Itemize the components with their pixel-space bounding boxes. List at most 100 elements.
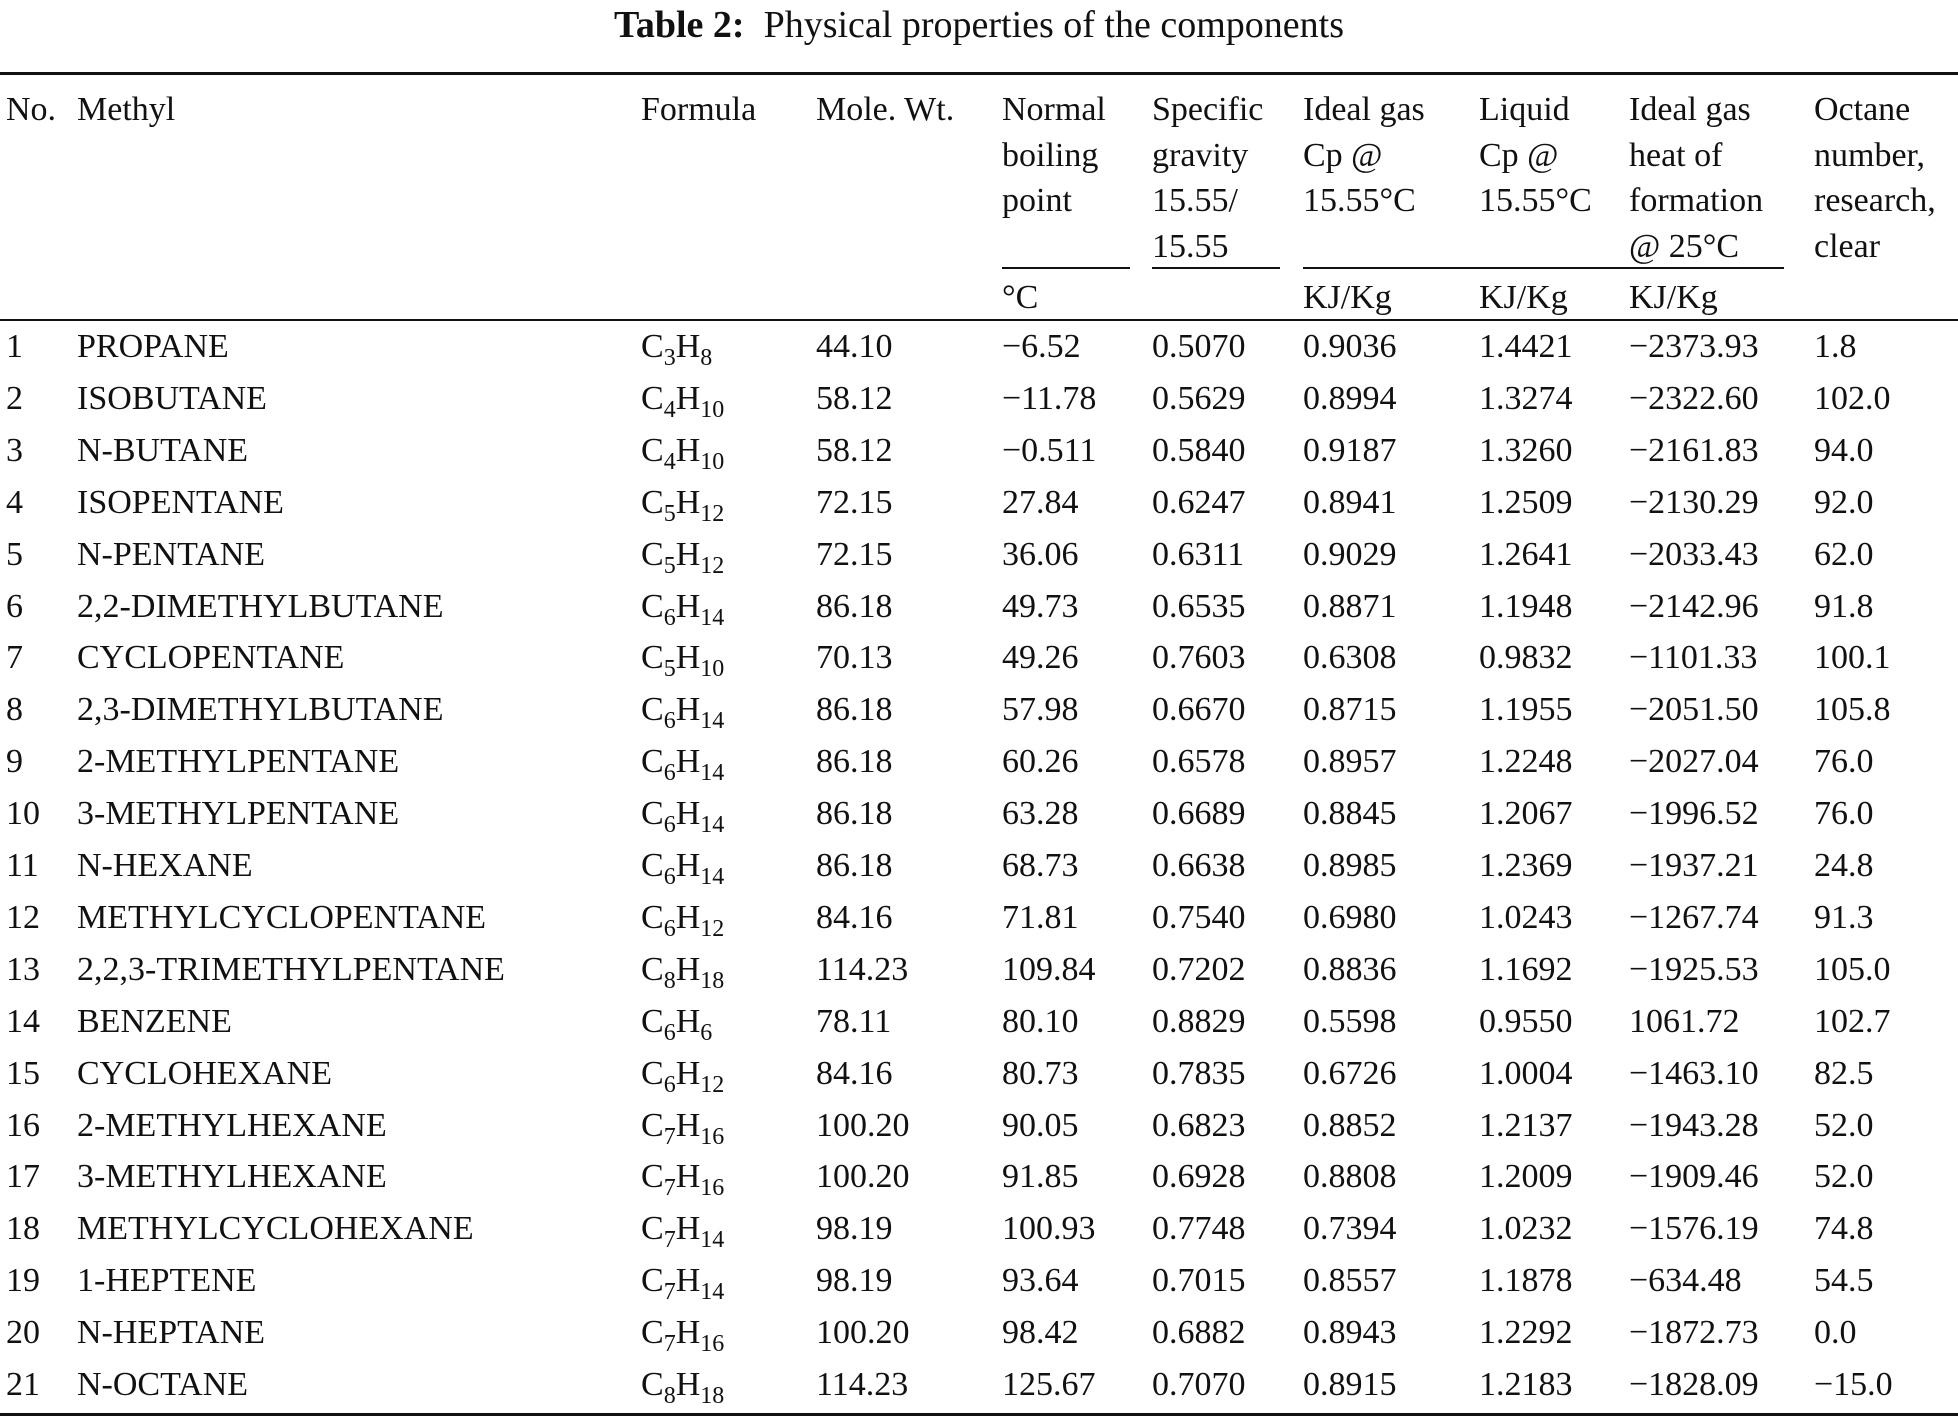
table-cell: 0.7202: [1152, 950, 1246, 988]
table-cell: 0.5598: [1303, 1002, 1397, 1040]
table-cell: 1.3260: [1479, 431, 1573, 469]
table-cell: 92.0: [1814, 483, 1874, 521]
table-cell: 71.81: [1002, 898, 1079, 936]
table-cell: 1.1692: [1479, 950, 1573, 988]
formula-element: C: [641, 950, 664, 988]
formula-subscript: 16: [700, 1123, 725, 1150]
formula-element: C: [641, 328, 664, 365]
formula-subscript: 18: [700, 1383, 725, 1409]
table-cell: 1.2369: [1479, 847, 1573, 884]
table-cell: 125.67: [1002, 1366, 1096, 1403]
compound-name: 2-METHYLPENTANE: [77, 743, 400, 781]
table-cell: 86.18: [816, 691, 893, 729]
table-cell: 1.0243: [1479, 898, 1573, 936]
formula-subscript: 10: [700, 396, 725, 423]
formula-element: H: [675, 379, 701, 417]
compound-name: 2-METHYLHEXANE: [77, 1106, 387, 1144]
table-cell: 1.0004: [1479, 1054, 1573, 1092]
table-cell: −15.0: [1814, 1366, 1893, 1403]
table-cell: 10: [6, 795, 40, 833]
table-cell: −1576.19: [1629, 1210, 1759, 1248]
table-cell: 2: [6, 379, 23, 417]
compound-name: ISOBUTANE: [77, 379, 267, 417]
table-cell: 86.18: [816, 795, 893, 833]
formula: C5H12: [641, 535, 724, 578]
compound-name: N-OCTANE: [77, 1366, 249, 1403]
table-cell: 0.8941: [1303, 483, 1397, 521]
column-header: formation: [1629, 182, 1764, 220]
table-cell: 100.20: [816, 1106, 910, 1144]
column-header: clear: [1814, 227, 1881, 265]
table-cell: 1.1878: [1479, 1262, 1573, 1300]
formula-element: H: [675, 950, 701, 988]
table-cell: 1061.72: [1629, 1002, 1740, 1040]
column-header: Octane: [1814, 91, 1911, 128]
table-cell: 0.6980: [1303, 898, 1397, 936]
table-cell: 90.05: [1002, 1106, 1079, 1144]
compound-name: 2,2,3-TRIMETHYLPENTANE: [77, 950, 505, 988]
formula-subscript: 8: [700, 345, 713, 371]
table-cell: 17: [6, 1158, 40, 1196]
column-header: gravity: [1152, 136, 1249, 174]
formula-subscript: 6: [663, 708, 676, 735]
table-cell: 76.0: [1814, 795, 1874, 833]
table-cell: 0.6823: [1152, 1106, 1246, 1144]
caption-label: Table 2:: [613, 4, 745, 46]
table-cell: 0.9832: [1479, 639, 1573, 677]
column-header: boiling: [1002, 136, 1099, 174]
formula-element: H: [675, 1314, 701, 1352]
formula: C5H12: [641, 483, 724, 526]
table-cell: 72.15: [816, 483, 893, 521]
unit-label: KJ/Kg: [1479, 279, 1568, 316]
table-cell: 1.2067: [1479, 795, 1573, 833]
compound-name: CYCLOHEXANE: [77, 1054, 332, 1092]
formula-subscript: 4: [663, 448, 676, 475]
table-cell: −2161.83: [1629, 431, 1759, 469]
formula-subscript: 4: [663, 396, 676, 423]
formula-element: H: [675, 587, 701, 625]
compound-name: 1-HEPTENE: [77, 1262, 257, 1300]
table-cell: 102.0: [1814, 379, 1891, 417]
table-caption: Table 2: Physical properties of the comp…: [0, 6, 1958, 44]
formula-element: C: [641, 795, 664, 833]
table-cell: −6.52: [1002, 328, 1081, 365]
table-cell: 0.8715: [1303, 691, 1397, 729]
formula-element: C: [641, 379, 664, 417]
table-cell: 8: [6, 691, 23, 729]
table-cell: 0.8915: [1303, 1366, 1397, 1403]
formula-element: H: [675, 483, 701, 521]
formula-element: H: [675, 1106, 701, 1144]
compound-name: N-HEXANE: [77, 847, 253, 884]
formula-subscript: 12: [700, 500, 725, 527]
column-header: No.: [6, 91, 57, 128]
formula: C7H14: [641, 1212, 724, 1253]
table-cell: 0.6689: [1152, 795, 1246, 833]
formula-subscript: 7: [663, 1279, 676, 1306]
table-cell: 44.10: [816, 328, 893, 365]
table-cell: −1872.73: [1629, 1314, 1759, 1352]
table-cell: 0.7748: [1152, 1210, 1246, 1248]
table-cell: 0.9029: [1303, 535, 1397, 573]
formula: C7H16: [641, 1106, 724, 1149]
table-cell: 52.0: [1814, 1106, 1874, 1144]
formula-subscript: 14: [700, 1279, 725, 1306]
table-cell: 98.42: [1002, 1314, 1079, 1352]
formula: C6H12: [641, 900, 724, 941]
compound-name: ISOPENTANE: [77, 483, 284, 521]
table-cell: −0.511: [1002, 431, 1097, 469]
top-rule: [0, 72, 1958, 75]
table-cell: −2142.96: [1629, 587, 1759, 625]
table-cell: 0.5070: [1152, 328, 1246, 365]
formula-subscript: 7: [663, 1331, 676, 1358]
table-cell: 1.2248: [1479, 743, 1573, 781]
formula: C7H14: [641, 1264, 724, 1305]
table-cell: 0.6308: [1303, 639, 1397, 677]
formula-element: C: [641, 535, 664, 573]
bottom-rule: [0, 1413, 1958, 1416]
table-cell: 82.5: [1814, 1054, 1874, 1092]
table-cell: 15: [6, 1054, 40, 1092]
column-header: Ideal gas: [1629, 91, 1751, 128]
formula-subscript: 16: [700, 1331, 725, 1358]
table-cell: 0.6247: [1152, 483, 1246, 521]
table-cell: 0.6726: [1303, 1054, 1397, 1092]
